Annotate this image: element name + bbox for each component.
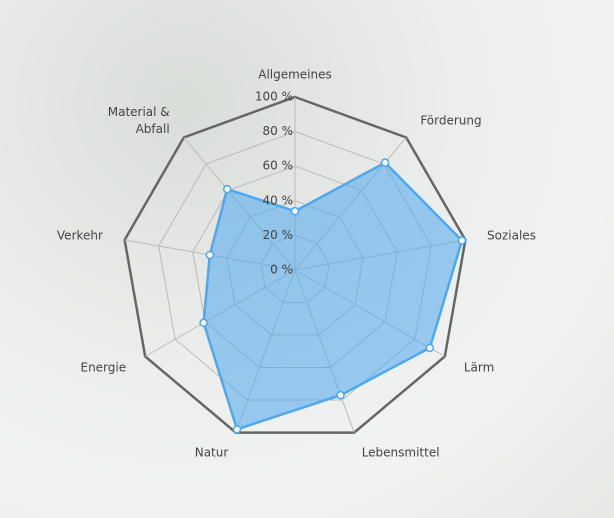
- page: {"chart_data": {"type": "radar", "catego…: [0, 0, 614, 518]
- tick-label: 40 %: [263, 193, 294, 207]
- category-label: Verkehr: [57, 228, 103, 245]
- data-point: [224, 186, 231, 193]
- category-label: Material & Abfall: [90, 104, 170, 138]
- category-label: Lärm: [464, 359, 494, 376]
- tick-label: 80 %: [263, 124, 294, 138]
- tick-label: 20 %: [263, 228, 294, 242]
- tick-label: 60 %: [263, 159, 294, 173]
- data-point: [200, 319, 207, 326]
- tick-label: 100 %: [255, 90, 293, 104]
- data-point: [206, 251, 213, 258]
- data-point: [458, 237, 465, 244]
- series-area: [204, 163, 462, 430]
- data-point: [292, 208, 299, 215]
- category-label: Lebensmittel: [362, 445, 440, 462]
- category-label: Förderung: [420, 112, 481, 129]
- category-label: Allgemeines: [258, 67, 332, 84]
- data-point: [234, 426, 241, 433]
- category-label: Energie: [80, 359, 126, 376]
- tick-label: 0 %: [270, 263, 293, 277]
- data-point: [382, 159, 389, 166]
- data-point: [337, 392, 344, 399]
- category-label: Natur: [195, 445, 229, 462]
- data-point: [426, 344, 433, 351]
- category-label: Soziales: [487, 228, 536, 245]
